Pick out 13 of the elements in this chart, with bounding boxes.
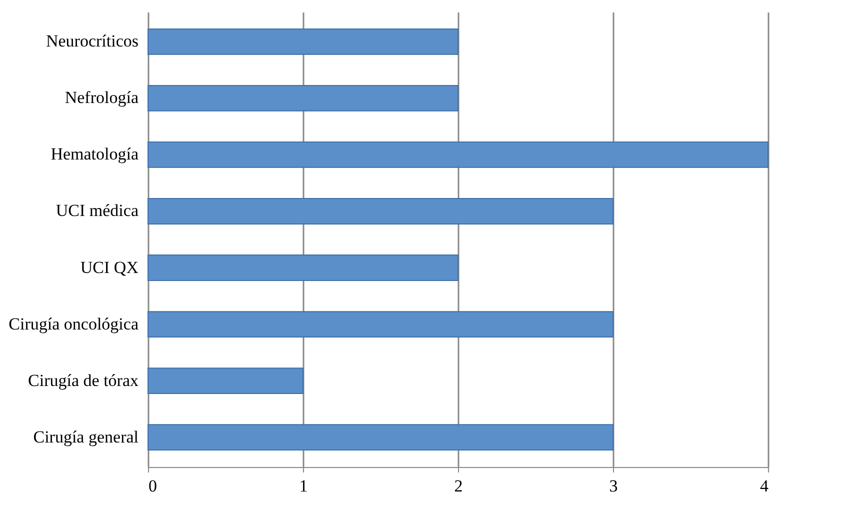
y-tick-label: Cirugía de tórax — [28, 370, 139, 390]
x-tick-label: 1 — [299, 476, 308, 496]
y-tick-label: Hematología — [50, 144, 139, 164]
x-tick-label: 3 — [609, 476, 618, 496]
x-tick-label: 2 — [454, 476, 463, 496]
y-tick-label: Cirugía general — [33, 427, 139, 446]
y-tick-label: UCI médica — [56, 201, 139, 220]
y-tick-label: Neurocríticos — [46, 32, 138, 51]
y-tick-label: Nefrología — [64, 88, 139, 108]
x-tick-label: 0 — [148, 476, 157, 496]
x-tick-label: 4 — [760, 476, 769, 496]
y-tick-label: UCI QX — [80, 258, 138, 277]
y-tick-label: Cirugía oncológica — [8, 314, 139, 334]
